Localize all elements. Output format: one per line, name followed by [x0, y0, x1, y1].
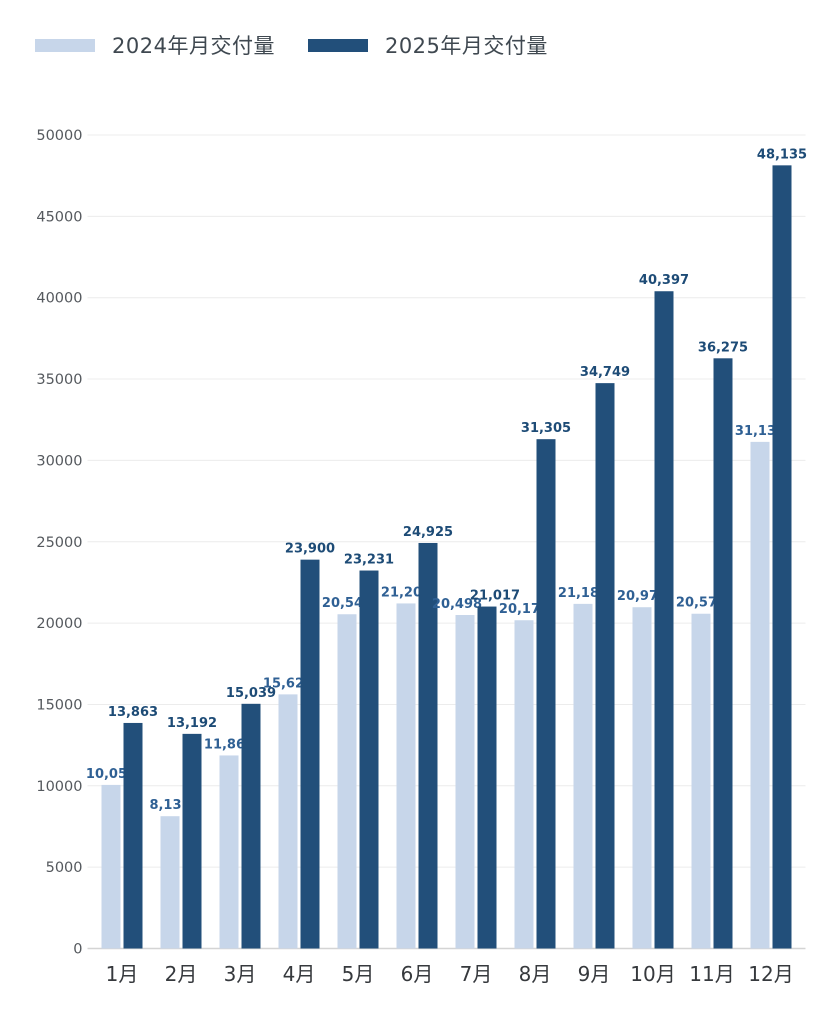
ytick-25000: 25000: [36, 535, 82, 551]
bar-2025-m8: [536, 439, 556, 949]
bar-2025-m7: [477, 606, 497, 949]
bar-2025-m1: [123, 722, 143, 949]
bar-label-2024-m2: 8,132: [149, 798, 190, 813]
xlabel-m3: 3月: [224, 962, 257, 986]
xlabel-m8: 8月: [519, 962, 552, 986]
legend-swatch-2024: [35, 38, 95, 52]
bar-2024-m5: [337, 614, 357, 949]
bar-2025-m2: [182, 733, 202, 949]
xlabel-m9: 9月: [578, 962, 611, 986]
ytick-45000: 45000: [36, 209, 82, 225]
bar-2025-m5: [359, 570, 379, 949]
bar-label-2025-m5: 23,231: [344, 553, 394, 568]
bar-2024-m7: [455, 614, 475, 949]
chart-legend: 2024年月交付量 2025年月交付量: [35, 30, 548, 60]
xlabel-m4: 4月: [283, 962, 316, 986]
xlabel-m5: 5月: [342, 962, 375, 986]
bar-2025-m3: [241, 703, 261, 949]
bar-2024-m1: [101, 784, 121, 949]
bar-2025-m4: [300, 559, 320, 949]
bar-label-2025-m8: 31,305: [521, 421, 571, 436]
legend-item-2025: 2025年月交付量: [307, 30, 548, 60]
bar-2024-m8: [514, 620, 534, 949]
legend-swatch-2025: [307, 38, 368, 52]
bar-label-2025-m4: 23,900: [285, 542, 335, 557]
legend-label-2025: 2025年月交付量: [384, 34, 548, 58]
ytick-20000: 20000: [36, 616, 82, 632]
bar-label-2025-m3: 15,039: [226, 686, 276, 701]
bar-2024-m10: [632, 607, 652, 949]
bar-2024-m9: [573, 603, 593, 949]
bar-label-2025-m11: 36,275: [698, 340, 748, 355]
xlabel-m11: 11月: [689, 962, 734, 986]
bar-2025-m12: [772, 165, 792, 949]
bar-label-2025-m12: 48,135: [757, 147, 807, 162]
bar-2024-m12: [750, 441, 770, 949]
bar-2025-m6: [418, 542, 438, 949]
ytick-50000: 50000: [36, 128, 82, 144]
bar-2024-m2: [160, 816, 180, 949]
ytick-30000: 30000: [36, 453, 82, 469]
xlabel-m10: 10月: [630, 962, 675, 986]
bar-label-2025-m9: 34,749: [580, 365, 630, 380]
ytick-10000: 10000: [36, 779, 82, 795]
xlabel-m6: 6月: [401, 962, 434, 986]
bar-label-2025-m7: 21,017: [470, 589, 520, 604]
legend-item-2024: 2024年月交付量: [35, 30, 275, 60]
xlabel-m7: 7月: [460, 962, 493, 986]
bar-2024-m3: [219, 755, 239, 949]
bar-2024-m6: [396, 603, 416, 949]
ytick-35000: 35000: [36, 372, 82, 388]
bar-2025-m9: [595, 383, 615, 949]
ytick-0: 0: [73, 942, 82, 958]
bar-2024-m11: [691, 613, 711, 949]
ytick-15000: 15000: [36, 697, 82, 713]
bar-2025-m11: [713, 358, 733, 949]
xlabel-m12: 12月: [748, 962, 793, 986]
legend-label-2024: 2024年月交付量: [112, 34, 275, 58]
xlabel-m1: 1月: [106, 962, 139, 986]
bar-label-2025-m6: 24,925: [403, 525, 453, 540]
bar-2025-m10: [654, 291, 674, 949]
xlabel-m2: 2月: [165, 962, 198, 986]
bar-label-2024-m7: 20,498: [432, 597, 482, 612]
ytick-40000: 40000: [36, 291, 82, 307]
bar-2024-m4: [278, 694, 298, 949]
bar-label-2025-m10: 40,397: [639, 273, 689, 288]
bar-label-2025-m1: 13,863: [108, 705, 158, 720]
bar-label-2025-m2: 13,192: [167, 716, 217, 731]
ytick-5000: 5000: [46, 860, 83, 876]
